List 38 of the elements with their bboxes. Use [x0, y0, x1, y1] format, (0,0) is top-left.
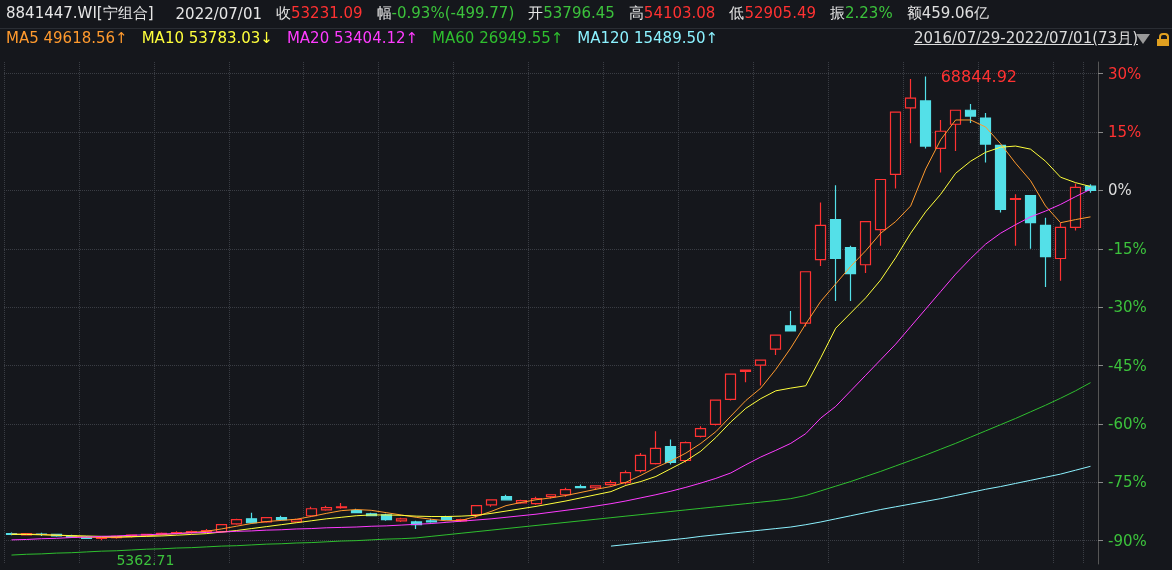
text: 53796.45 — [543, 4, 615, 22]
y-tick-label: -75% — [1108, 473, 1147, 492]
text: 2.23% — [845, 4, 893, 22]
text: 49618.56↑ — [43, 29, 128, 47]
text: 15489.50↑ — [633, 29, 719, 47]
annotation: 5362.71 — [116, 552, 175, 569]
text: 52905.49 — [744, 4, 816, 22]
text: 53231.09 — [291, 4, 363, 22]
y-tick-label: -30% — [1108, 298, 1147, 317]
text: MA5 — [6, 29, 39, 47]
chart-subtitle: 2022/07/01 — [175, 4, 263, 23]
text: 53783.03↓ — [188, 29, 273, 47]
text: 振 — [830, 4, 845, 22]
text: 2016/07/29-2022/07/01(73月) — [913, 29, 1138, 48]
text: MA60 — [432, 29, 475, 47]
text: 459.06亿 — [921, 4, 990, 22]
text: 53404.12↑ — [333, 29, 419, 47]
y-tick-label: 15% — [1108, 123, 1142, 142]
text: 开 — [528, 4, 544, 22]
chart-title: 8841447.WI[宁组合] — [6, 4, 154, 23]
text: MA10 — [141, 29, 184, 47]
text: 54103.08 — [643, 4, 716, 22]
text: 26949.55↑ — [479, 29, 564, 47]
y-tick-label: -90% — [1108, 531, 1147, 550]
y-tick-label: -45% — [1108, 356, 1147, 375]
text: 额 — [906, 4, 922, 22]
y-tick-label: 30% — [1108, 64, 1142, 83]
annotation: 68844.92 — [940, 66, 1017, 86]
y-tick-label: -60% — [1108, 414, 1147, 433]
text: 幅 — [376, 4, 392, 22]
text: 低 — [729, 4, 745, 22]
y-tick-label: -15% — [1108, 239, 1147, 258]
text: 高 — [628, 4, 644, 22]
text: MA20 — [286, 29, 330, 47]
text: MA120 — [577, 29, 630, 47]
text: 收 — [276, 4, 292, 22]
y-tick-label: 0% — [1108, 181, 1132, 200]
text: -0.93%(-499.77) — [391, 4, 515, 22]
